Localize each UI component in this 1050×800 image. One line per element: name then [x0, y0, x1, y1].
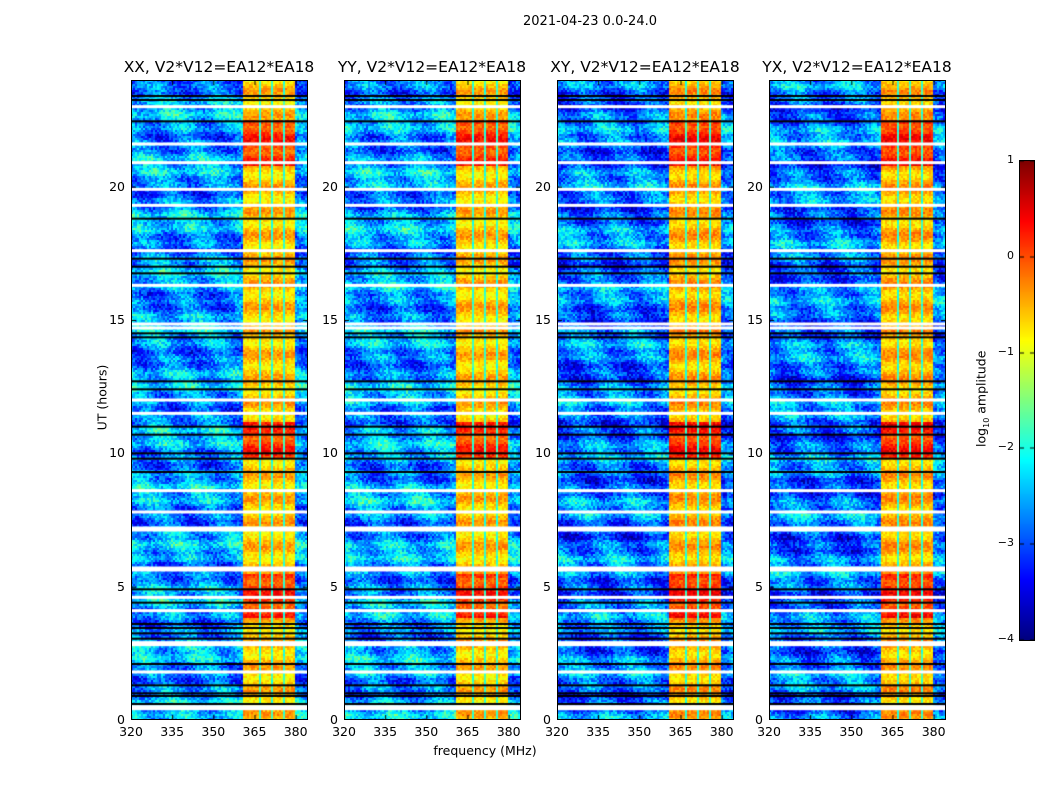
y-tick-label: 5 — [117, 578, 125, 594]
heatmap-cells — [344, 80, 521, 720]
x-tick-label: 380 — [921, 724, 946, 739]
y-tick-label: 10 — [322, 445, 338, 461]
colorbar-tick-label: 1 — [1007, 153, 1014, 166]
y-tick-label: 0 — [117, 712, 125, 727]
heatmap-cells — [131, 80, 308, 720]
x-tick-label: 335 — [798, 724, 823, 739]
x-axis-label: frequency (MHz) — [433, 743, 537, 758]
colorbar-tick-label: 0 — [1007, 248, 1014, 262]
heatmap-panel — [557, 80, 734, 720]
heatmap-panel — [769, 80, 946, 720]
y-tick-label: 20 — [535, 178, 551, 194]
x-tick-label: 380 — [496, 724, 521, 739]
heatmap-panel — [131, 80, 308, 720]
y-tick-label: 5 — [330, 578, 338, 594]
y-tick-label: 0 — [543, 712, 551, 727]
y-tick-label: 15 — [322, 312, 338, 327]
x-tick-label: 335 — [373, 724, 398, 739]
y-tick-label: 0 — [755, 712, 763, 727]
y-tick-label: 5 — [543, 578, 551, 594]
panel-title: YX, V2*V12=EA12*EA18 — [762, 58, 952, 76]
x-tick-label: 365 — [242, 724, 267, 739]
heatmap-panel — [344, 80, 521, 720]
y-tick-label: 10 — [747, 445, 763, 461]
x-tick-label: 350 — [201, 724, 226, 739]
colorbar-tick-label: −3 — [997, 536, 1014, 550]
panel-frame — [344, 80, 521, 720]
y-tick-label: 5 — [755, 578, 763, 594]
x-tick-label: 365 — [455, 724, 480, 739]
y-tick-label: 15 — [535, 312, 551, 327]
y-tick-label: 0 — [330, 712, 338, 727]
x-tick-label: 335 — [586, 724, 611, 739]
x-tick-label: 350 — [414, 724, 439, 739]
figure-title: 2021-04-23 0.0-24.0 — [523, 14, 657, 29]
panel-frame — [557, 80, 734, 720]
panel-frame — [769, 80, 946, 720]
x-tick-label: 350 — [627, 724, 652, 739]
colorbar — [1019, 160, 1035, 641]
y-axis-label: UT (hours) — [94, 364, 110, 431]
x-tick-label: 365 — [668, 724, 693, 739]
panel-title: YY, V2*V12=EA12*EA18 — [337, 58, 527, 76]
x-tick-label: 320 — [545, 724, 569, 739]
y-tick-label: 15 — [109, 312, 125, 327]
x-tick-label: 320 — [757, 724, 781, 739]
x-tick-label: 365 — [880, 724, 905, 739]
y-tick-label: 20 — [322, 178, 338, 194]
x-tick-label: 350 — [839, 724, 864, 739]
colorbar-tick-label: −4 — [997, 632, 1014, 645]
panel-title: XX, V2*V12=EA12*EA18 — [123, 58, 315, 76]
x-tick-label: 320 — [119, 724, 143, 739]
y-tick-label: 15 — [747, 312, 763, 327]
heatmap-cells — [557, 80, 734, 720]
panel-title: XY, V2*V12=EA12*EA18 — [550, 58, 740, 76]
x-tick-label: 320 — [332, 724, 356, 739]
heatmap-cells — [769, 80, 946, 720]
colorbar-tick-label: −1 — [997, 344, 1014, 358]
y-tick-label: 10 — [535, 445, 551, 461]
colorbar-label: log10 amplitude — [973, 350, 991, 447]
x-tick-label: 380 — [283, 724, 308, 739]
colorbar-tick-label: −2 — [997, 440, 1014, 454]
x-tick-label: 380 — [709, 724, 734, 739]
x-tick-label: 335 — [160, 724, 185, 739]
y-tick-label: 20 — [109, 178, 125, 194]
panel-frame — [131, 80, 308, 720]
y-tick-label: 10 — [109, 445, 125, 461]
y-tick-label: 20 — [747, 178, 763, 194]
